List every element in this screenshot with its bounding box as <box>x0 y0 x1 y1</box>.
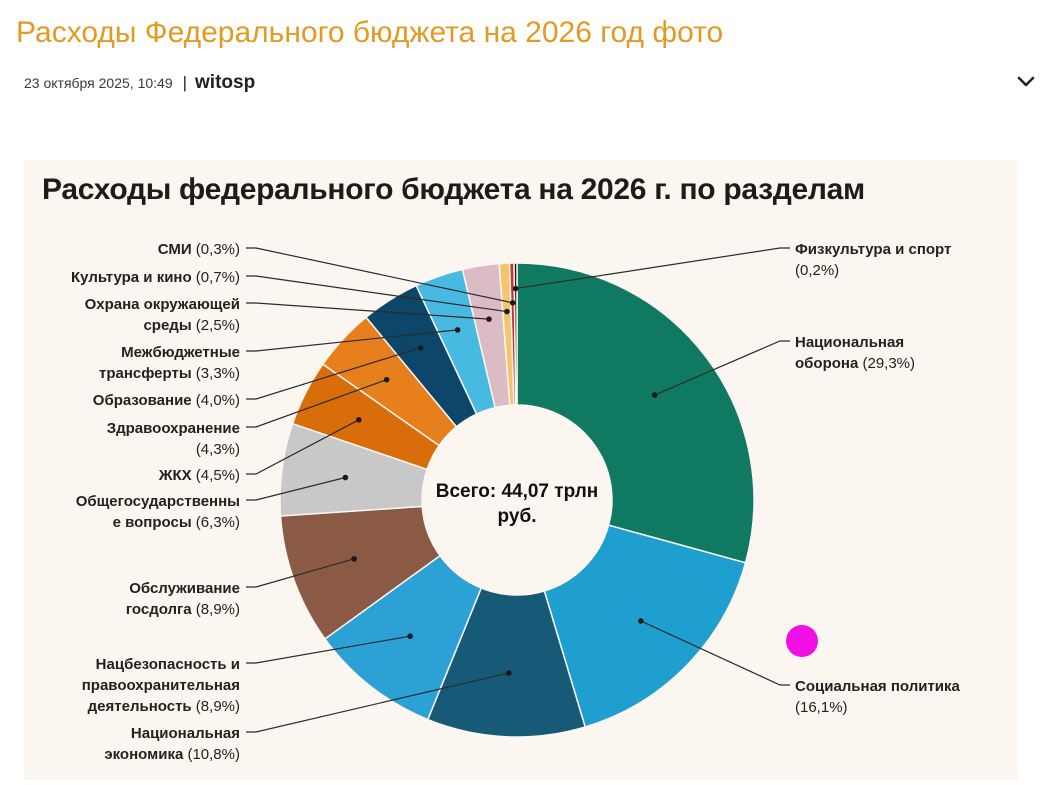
label-общегосударственные-вопросы: Общегосударственны е вопросы (6,3%) <box>76 493 240 531</box>
leader-line-физкультура-и-спорт <box>515 247 790 290</box>
post-meta: 23 октября 2025, 10:49 | witosp <box>24 72 255 94</box>
center-label-line: Всего: 44,07 трлн <box>436 481 599 502</box>
label-здравоохранение: Здравоохранение (4,3%) <box>107 420 240 458</box>
leader-dot-культура-и-кино <box>504 308 510 315</box>
leader-line-культура-и-кино <box>246 275 508 313</box>
leader-line-национальная-экономика <box>246 672 509 733</box>
leader-dot-национальная-оборона <box>651 392 658 398</box>
leader-line-здравоохранение <box>246 379 387 428</box>
label-жкх: ЖКХ (4,5%) <box>158 467 240 484</box>
label-обслуживание-госдолга: Обслуживание госдолга (8,9%) <box>126 580 240 618</box>
label-охрана-окружающей-среды: Охрана окружающей среды (2,5%) <box>85 296 240 334</box>
slice-социальная-политика <box>543 524 747 728</box>
leader-line-межбюджетные-трансферты <box>246 329 458 352</box>
label-межбюджетные-трансферты: Межбюджетные трансферты (3,3%) <box>99 344 240 382</box>
leader-line-обслуживание-госдолга <box>246 558 355 588</box>
leader-line-общегосударственные-вопросы <box>246 476 346 501</box>
chart-slices <box>279 262 755 738</box>
leader-line-нацбезопасность-и-правоохранительная-деятельность <box>246 635 411 664</box>
post-title: Расходы Федерального бюджета на 2026 год… <box>16 16 724 49</box>
leader-dot-нацбезопасность-и-правоохранительная-деятельность <box>407 633 413 639</box>
label-национальная-оборона: Национальная оборона (29,3%) <box>795 334 915 372</box>
label-национальная-экономика: Национальная экономика (10,8%) <box>104 725 240 763</box>
chevron-down-icon[interactable] <box>1014 72 1038 92</box>
label-культура-и-кино: Культура и кино (0,7%) <box>71 269 240 286</box>
leader-dot-межбюджетные-трансферты <box>454 327 461 333</box>
leader-dot-сми <box>509 300 516 306</box>
leader-line-социальная-политика <box>640 620 790 686</box>
chart-labels: Национальная оборона (29,3%) Социальная по… <box>71 241 960 763</box>
leader-dot-социальная-политика <box>638 618 644 624</box>
leader-dot-физкультура-и-спорт <box>512 285 519 292</box>
post-date: 23 октября 2025, 10:49 <box>24 75 173 91</box>
label-физкультура-и-спорт: Физкультура и спорт (0,2%) <box>795 241 951 279</box>
leader-dot-образование <box>417 344 424 351</box>
label-нацбезопасность-и-правоохранительная-деятельность: Нацбезопасность и правоохранительная деяте… <box>82 656 240 715</box>
leader-dot-жкх <box>356 417 362 423</box>
leader-dot-здравоохранение <box>383 376 390 383</box>
label-сми: СМИ (0,3%) <box>158 241 240 258</box>
magenta-dot-marker <box>786 625 818 657</box>
leader-line-охрана-окружающей-среды <box>246 302 490 320</box>
chart-leader-lines <box>246 247 790 733</box>
center-label-line: руб. <box>498 506 537 527</box>
author-link[interactable]: witosp <box>195 72 256 93</box>
leader-line-жкх <box>246 419 360 475</box>
chart-center-label: Всего: 44,07 трлн руб. <box>436 481 599 527</box>
meta-separator: | <box>182 73 188 92</box>
label-образование: Образование (4,0%) <box>93 392 240 409</box>
slice-физкультура-и-спорт <box>513 262 518 406</box>
chart-title: Расходы федерального бюджета на 2026 г. … <box>42 173 865 206</box>
leader-line-национальная-оборона <box>654 340 790 396</box>
leader-dot-национальная-экономика <box>506 670 512 676</box>
slice-национальная-экономика <box>426 587 587 738</box>
leader-line-сми <box>246 247 513 304</box>
leader-dot-охрана-окружающей-среды <box>486 316 492 322</box>
leader-dot-обслуживание-госдолга <box>351 556 358 562</box>
label-социальная-политика: Социальная политика (16,1%) <box>795 678 961 716</box>
leader-dot-общегосударственные-вопросы <box>342 474 349 481</box>
leader-line-образование <box>246 347 421 400</box>
slice-национальная-оборона <box>516 262 755 564</box>
